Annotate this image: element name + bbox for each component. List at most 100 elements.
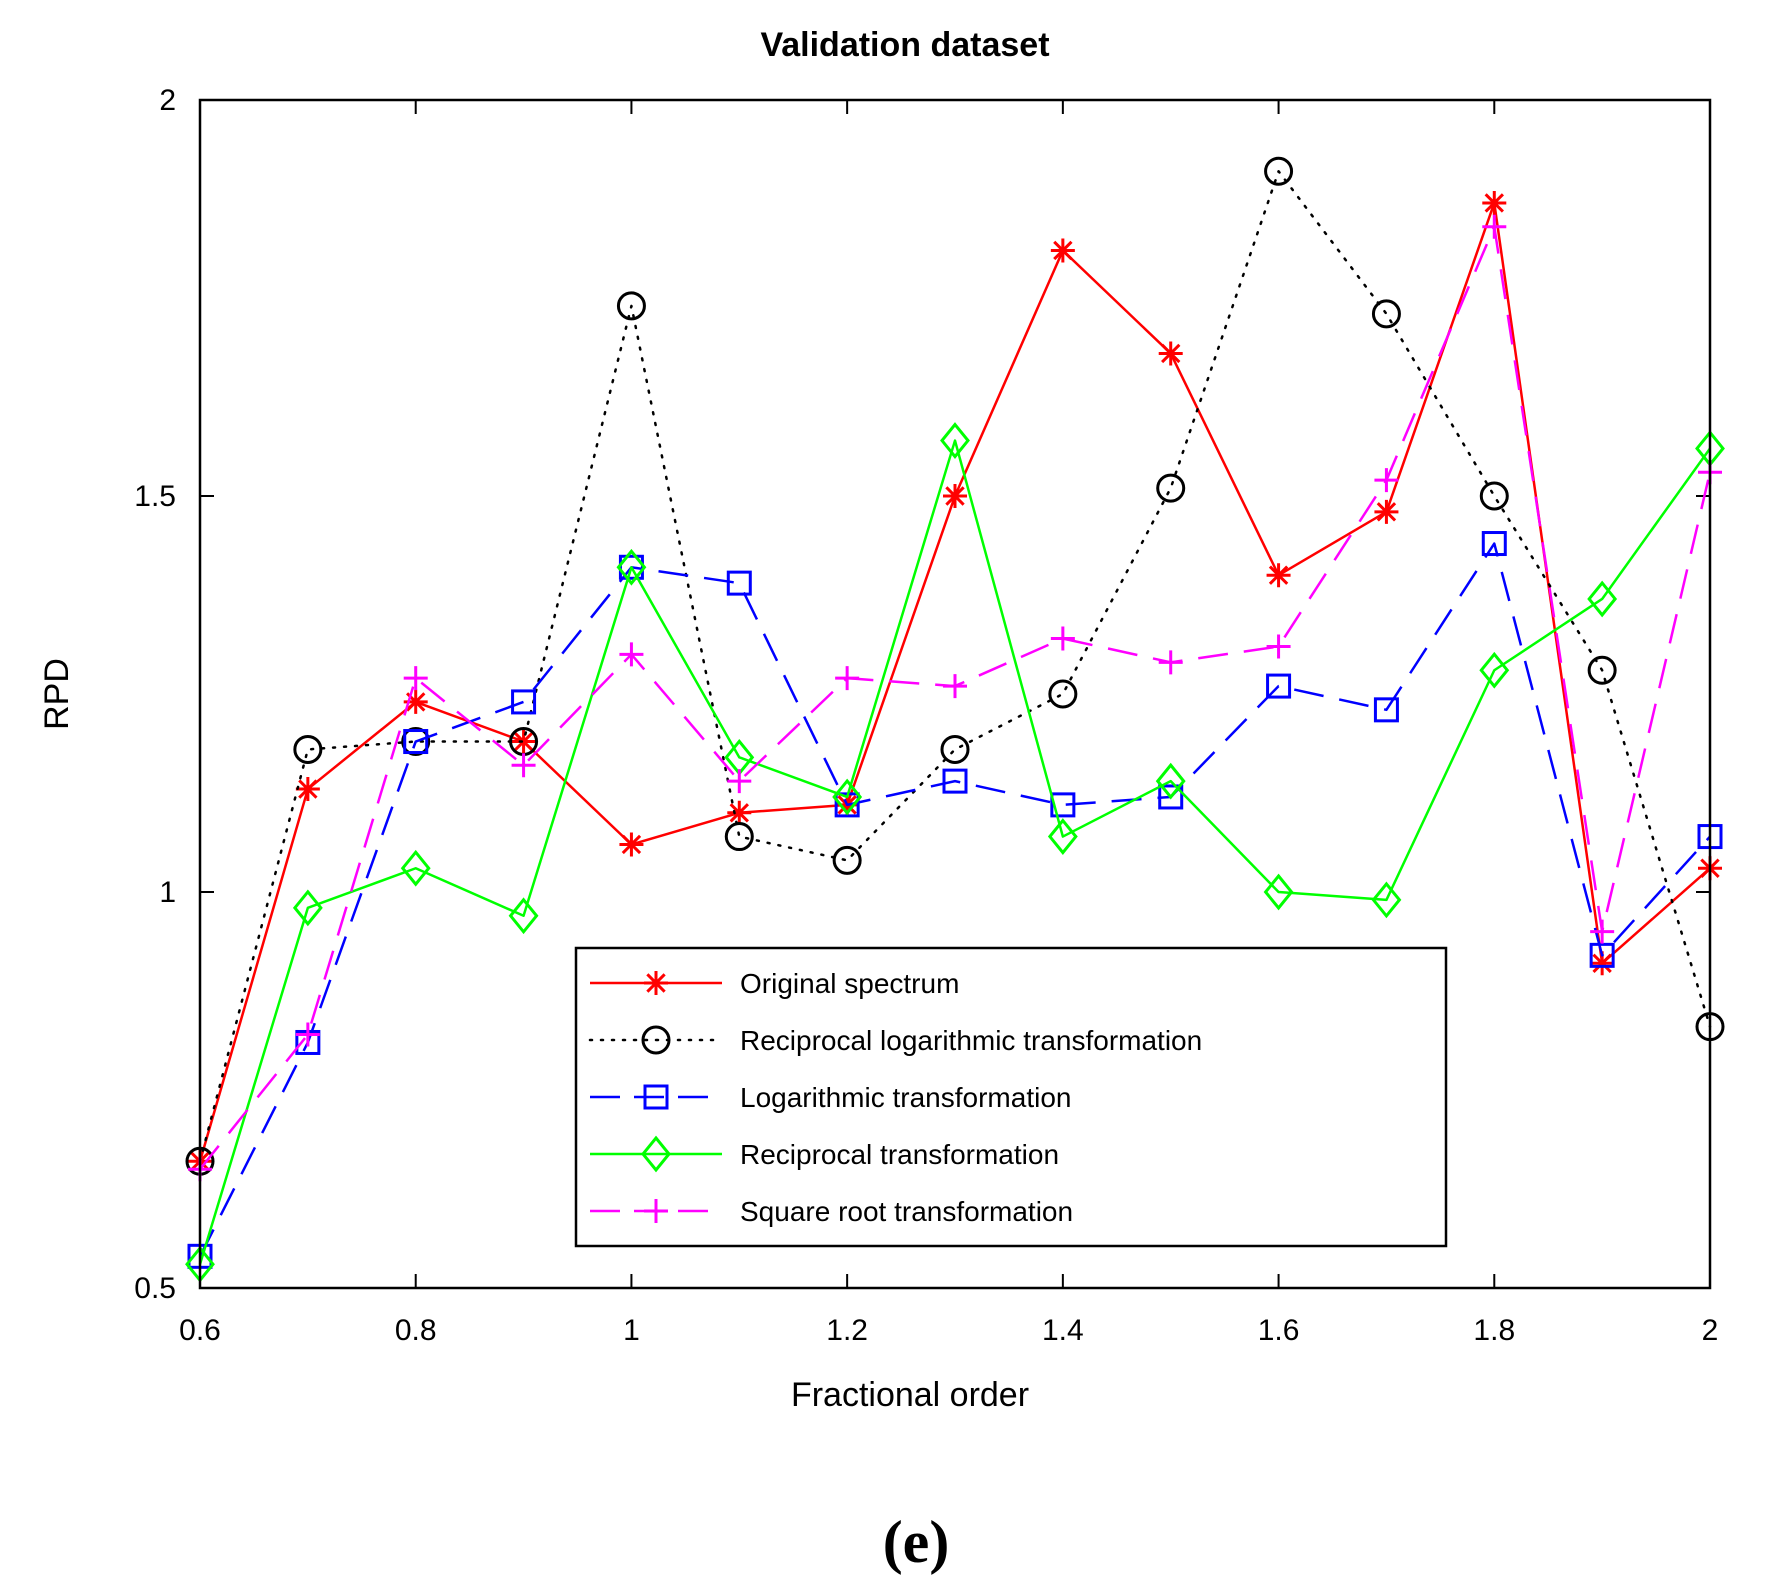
data-point <box>943 674 967 699</box>
data-point <box>1479 651 1510 689</box>
data-point <box>616 548 647 586</box>
y-tick-label: 1 <box>159 876 176 909</box>
data-point <box>726 570 752 596</box>
data-point <box>1590 919 1615 944</box>
series-line <box>198 542 1711 1257</box>
data-point <box>942 768 968 794</box>
data-point <box>1264 156 1294 186</box>
data-point <box>400 849 431 887</box>
legend-label: Square root transformation <box>740 1196 1073 1227</box>
x-tick-label: 1.6 <box>1258 1314 1300 1347</box>
legend-marker <box>644 971 668 995</box>
data-point <box>943 484 967 508</box>
data-point <box>1158 341 1183 366</box>
legend-label: Reciprocal transformation <box>740 1139 1059 1170</box>
data-point <box>1481 531 1507 557</box>
legend-entry: Square root transformation <box>590 1196 1073 1227</box>
panel-label: (e) <box>883 1509 950 1575</box>
data-point <box>1155 762 1186 800</box>
data-point <box>401 727 431 757</box>
x-tick-label: 1.8 <box>1473 1314 1515 1347</box>
legend-box <box>574 946 1448 1248</box>
data-point <box>1479 481 1509 511</box>
data-point <box>403 689 428 714</box>
data-point <box>293 734 323 764</box>
data-point <box>1266 673 1292 699</box>
x-tick-label: 0.6 <box>179 1314 221 1347</box>
data-point <box>619 832 644 857</box>
x-tick-label: 1.4 <box>1042 1314 1084 1347</box>
plot-frame <box>198 98 1712 1290</box>
legend-marker <box>641 1135 671 1173</box>
data-point <box>1587 580 1618 618</box>
data-point <box>511 729 536 754</box>
data-point <box>1048 679 1078 709</box>
data-point <box>1374 499 1399 524</box>
legend-label: Original spectrum <box>740 968 959 999</box>
y-tick-label: 0.5 <box>134 1272 176 1305</box>
data-point <box>1158 784 1184 810</box>
data-point <box>508 897 539 935</box>
data-point <box>727 769 752 794</box>
data-point <box>1482 214 1507 239</box>
x-axis-label: Fractional order <box>791 1376 1029 1414</box>
x-tick-label: 1 <box>623 1314 640 1347</box>
data-point <box>1266 563 1291 588</box>
data-point <box>1589 942 1615 968</box>
data-point <box>832 845 862 875</box>
data-point <box>1374 468 1399 493</box>
data-point <box>940 422 970 459</box>
legend-marker <box>643 1084 669 1110</box>
data-point <box>1050 238 1075 263</box>
ticks-layer: 0.6 0.8 1 1.2 1.4 1.6 1.8 2 0.5 1 1.5 2 <box>134 84 1718 1347</box>
data-point <box>616 291 646 321</box>
legend: Original spectrum Reciprocal logarithmic … <box>574 946 1448 1248</box>
legend-entry: Logarithmic transformation <box>590 1082 1071 1113</box>
series-line <box>198 439 1712 1265</box>
legend-marker <box>644 1199 668 1223</box>
data-point <box>511 689 537 715</box>
data-point <box>618 554 644 580</box>
y-tick-label: 2 <box>159 84 176 117</box>
data-point <box>1371 299 1401 329</box>
legend-entry: Original spectrum <box>590 968 959 999</box>
x-tick-label: 2 <box>1702 1314 1719 1347</box>
y-axis-label: RPD <box>38 658 76 730</box>
legend-entry: Reciprocal logarithmic transformation <box>588 1025 1202 1056</box>
legend-entry: Reciprocal transformation <box>590 1135 1059 1173</box>
data-point <box>511 753 536 778</box>
data-point <box>724 822 754 852</box>
data-point <box>403 666 428 691</box>
x-tick-label: 1.2 <box>826 1314 868 1347</box>
data-point <box>295 777 320 802</box>
series-line <box>198 170 1712 1163</box>
legend-label: Logarithmic transformation <box>740 1082 1071 1113</box>
data-point <box>1587 655 1617 685</box>
data-point <box>1158 650 1183 675</box>
data-point <box>1156 473 1186 503</box>
data-point <box>1050 792 1076 818</box>
legend-marker <box>641 1025 671 1055</box>
data-point <box>1482 190 1507 215</box>
data-point <box>292 889 323 927</box>
data-point <box>295 1022 320 1047</box>
data-point <box>1050 626 1075 651</box>
x-tick-label: 0.8 <box>395 1314 437 1347</box>
data-point <box>1263 873 1294 911</box>
data-point <box>1590 951 1615 976</box>
series-1 <box>188 190 1722 1174</box>
data-point <box>403 729 429 755</box>
y-tick-label: 1.5 <box>134 480 176 513</box>
data-point <box>835 666 860 691</box>
data-point <box>1266 634 1291 659</box>
data-point <box>1371 881 1402 919</box>
data-point <box>619 642 644 667</box>
chart-title: Validation dataset <box>760 26 1049 64</box>
data-point <box>1373 697 1399 723</box>
data-point <box>1047 818 1078 855</box>
data-point <box>832 778 863 816</box>
data-point <box>727 800 752 825</box>
series-4 <box>185 422 1725 1283</box>
legend-label: Reciprocal logarithmic transformation <box>740 1025 1202 1056</box>
